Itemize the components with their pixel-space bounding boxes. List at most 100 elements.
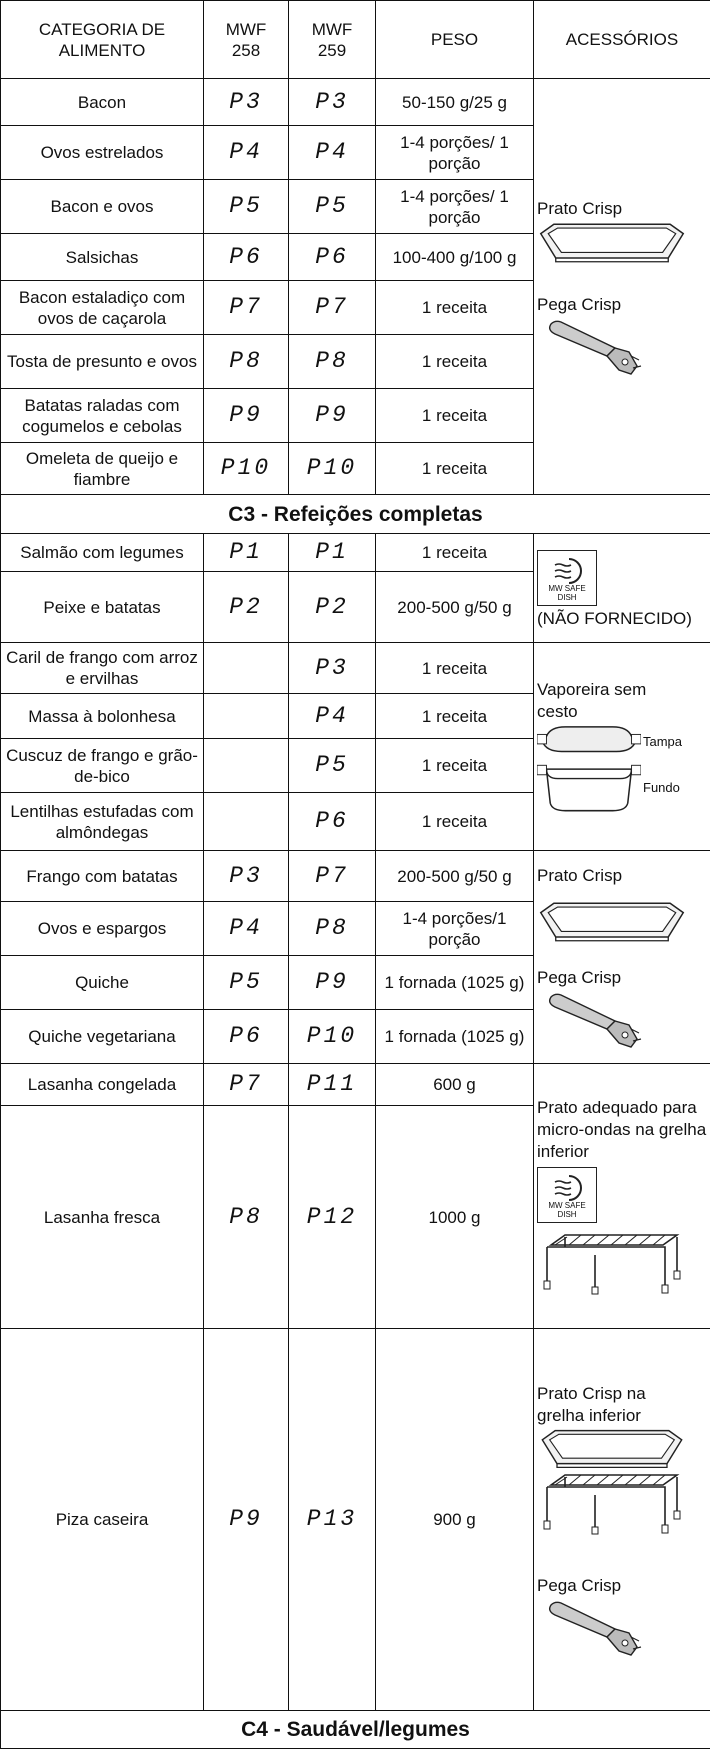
program-mwf258 [203, 642, 289, 694]
weight: 1 fornada (1025 g) [375, 1009, 534, 1064]
steamer-lid-icon [537, 723, 641, 761]
crisp-plate-icon [537, 899, 687, 945]
crisp-plate-icon [537, 220, 687, 266]
section-row: C3 - Refeições completas [0, 494, 710, 534]
program-mwf259: P2 [288, 571, 376, 643]
accessory-label: Prato adequado para micro-ondas na grelh… [537, 1098, 707, 1161]
program-mwf258: P8 [203, 334, 289, 389]
program-mwf258 [203, 738, 289, 793]
program-row: Batatas raladas com cogumelos e cebolas P… [0, 388, 710, 443]
program-row: Tosta de presunto e ovos P8 P8 1 receita [0, 334, 710, 389]
crisp-handle-icon [545, 989, 645, 1049]
program-row: Bacon estaladiço com ovos de caçarola P7 P… [0, 280, 710, 335]
program-mwf258: P7 [203, 280, 289, 335]
weight: 1 receita [375, 738, 534, 793]
program-row: Caril de frango com arroz e ervilhas P3 1 … [0, 642, 710, 851]
program-mwf258: P5 [203, 179, 289, 234]
program-mwf259: P5 [288, 179, 376, 234]
program-mwf259: P6 [288, 233, 376, 281]
weight: 1 receita [375, 693, 534, 739]
program-mwf259: P10 [288, 1009, 376, 1064]
food-name: Bacon e ovos [0, 179, 204, 234]
header-cell: CATEGORIA DE ALIMENTO [0, 0, 204, 79]
weight: 600 g [375, 1063, 534, 1106]
program-mwf258: P4 [203, 125, 289, 180]
program-mwf259: P9 [288, 388, 376, 443]
program-row: Bacon e ovos P5 P5 1-4 porções/ 1 porção [0, 179, 710, 234]
food-name: Batatas raladas com cogumelos e cebolas [0, 388, 204, 443]
program-row: Frango com batatas P3 P7 200-500 g/50 g Pra… [0, 850, 710, 1064]
section-row: C4 - Saudável/legumes [0, 1710, 710, 1749]
accessory-cell: Vaporeira sem cesto Tampa Fundo [533, 642, 710, 851]
steamer-base-icon [537, 761, 641, 815]
food-name: Piza caseira [0, 1328, 204, 1711]
weight: 1 receita [375, 280, 534, 335]
food-name: Bacon estaladiço com ovos de caçarola [0, 280, 204, 335]
food-name: Lasanha fresca [0, 1105, 204, 1329]
program-row: Bacon P3 P3 50-150 g/25 g Prato Crisp Pega … [0, 78, 710, 495]
weight: 900 g [375, 1328, 534, 1711]
program-mwf258 [203, 792, 289, 851]
food-name: Quiche [0, 955, 204, 1010]
program-mwf259: P8 [288, 334, 376, 389]
program-row: Salmão com legumes P1 P1 1 receita MW SAFE … [0, 533, 710, 643]
header-cell: MWF 258 [203, 0, 289, 79]
program-mwf258: P5 [203, 955, 289, 1010]
mw-safe-icon: MW SAFE DISH [537, 550, 597, 606]
program-mwf258: P9 [203, 388, 289, 443]
food-name: Salsichas [0, 233, 204, 281]
weight: 1 fornada (1025 g) [375, 955, 534, 1010]
program-mwf259: P9 [288, 955, 376, 1010]
weight: 1 receita [375, 642, 534, 694]
program-mwf258: P6 [203, 1009, 289, 1064]
program-mwf259: P13 [288, 1328, 376, 1711]
header-cell: ACESSÓRIOS [533, 0, 710, 79]
mw-safe-icon: MW SAFE DISH [537, 1167, 597, 1223]
food-name: Omeleta de queijo e fiambre [0, 442, 204, 495]
header-row: CATEGORIA DE ALIMENTO MWF 258 MWF 259 PE… [0, 0, 710, 79]
food-name: Cuscuz de frango e grão-de-bico [0, 738, 204, 793]
program-row: Massa à bolonhesa P4 1 receita [0, 693, 710, 739]
program-mwf258: P4 [203, 901, 289, 956]
program-mwf258: P1 [203, 533, 289, 572]
accessory-label: Fundo [643, 780, 680, 795]
program-mwf259: P5 [288, 738, 376, 793]
accessory-cell: MW SAFE DISH (NÃO FORNECIDO) [533, 533, 710, 643]
mw-waves [551, 555, 583, 587]
mw-safe-text: MW SAFE DISH [548, 1201, 586, 1219]
program-mwf259: P4 [288, 125, 376, 180]
program-row: Lasanha congelada P7 P11 600 g Prato adequa… [0, 1063, 710, 1329]
weight: 1 receita [375, 442, 534, 495]
program-mwf259: P7 [288, 850, 376, 902]
food-name: Quiche vegetariana [0, 1009, 204, 1064]
program-mwf258: P3 [203, 850, 289, 902]
mw-safe-text: MW SAFE DISH [548, 584, 586, 602]
program-mwf259: P4 [288, 693, 376, 739]
program-mwf259: P7 [288, 280, 376, 335]
weight: 1-4 porções/ 1 porção [375, 179, 534, 234]
accessory-label: Vaporeira sem cesto [537, 679, 647, 721]
accessory-label: Pega Crisp [537, 968, 622, 987]
mw-waves [551, 1172, 583, 1204]
accessory-label: Pega Crisp [537, 294, 622, 314]
crisp-plate-icon [537, 1427, 687, 1471]
program-mwf259: P6 [288, 792, 376, 851]
program-mwf258: P6 [203, 233, 289, 281]
program-row: Quiche vegetariana P6 P10 1 fornada (1025 g… [0, 1009, 710, 1064]
food-name: Lentilhas estufadas com almôndegas [0, 792, 204, 851]
food-name: Tosta de presunto e ovos [0, 334, 204, 389]
program-mwf258: P3 [203, 78, 289, 126]
program-mwf258: P10 [203, 442, 289, 495]
accessory-cell: Prato Crisp na grelha inferior Pega Cris… [533, 1328, 710, 1711]
program-mwf258 [203, 693, 289, 739]
food-name: Peixe e batatas [0, 571, 204, 643]
header-cell: MWF 259 [288, 0, 376, 79]
program-mwf258: P9 [203, 1328, 289, 1711]
rack-icon [537, 1471, 687, 1535]
accessory-label: Prato Crisp [537, 866, 623, 885]
section-title: C4 - Saudável/legumes [0, 1710, 710, 1749]
accessory-label: Prato Crisp na grelha inferior [537, 1383, 646, 1425]
weight: 1-4 porções/ 1 porção [375, 125, 534, 180]
